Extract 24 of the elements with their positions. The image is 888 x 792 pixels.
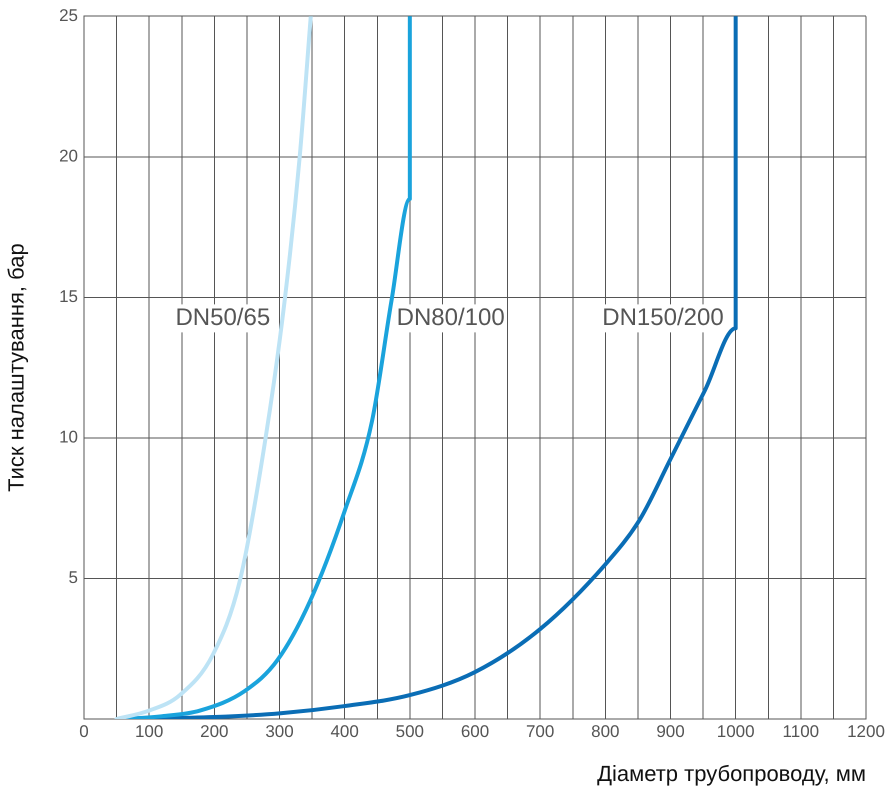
y-tick-label: 5 (68, 568, 78, 588)
y-axis-title: Тиск налаштування, бар (3, 243, 28, 492)
x-tick-label: 700 (526, 722, 554, 741)
y-tick-label: 25 (59, 6, 78, 25)
x-tick-label: 0 (79, 722, 89, 741)
y-tick-label: 15 (59, 287, 78, 306)
x-tick-label: 800 (591, 722, 620, 741)
x-tick-label: 300 (265, 722, 294, 741)
x-tick-label: 1100 (782, 722, 820, 741)
y-tick-label: 20 (59, 146, 78, 166)
x-tick-label: 900 (656, 722, 685, 741)
line-series (114, 16, 313, 719)
x-tick-label: 500 (396, 722, 424, 741)
y-tick-label: 10 (59, 428, 78, 447)
x-tick-label: 600 (460, 722, 490, 741)
x-tick-label: 1200 (847, 722, 885, 741)
series-label: DN50/65 (175, 304, 270, 332)
x-tick-label: 100 (134, 722, 164, 741)
x-tick-label: 1000 (716, 722, 755, 741)
series-label: DN80/100 (396, 304, 505, 332)
x-tick-label: 400 (330, 722, 359, 741)
x-axis-title: Діаметр трубопроводу, мм (597, 760, 866, 786)
x-tick-label: 200 (200, 722, 229, 741)
series-label: DN150/200 (602, 304, 724, 332)
